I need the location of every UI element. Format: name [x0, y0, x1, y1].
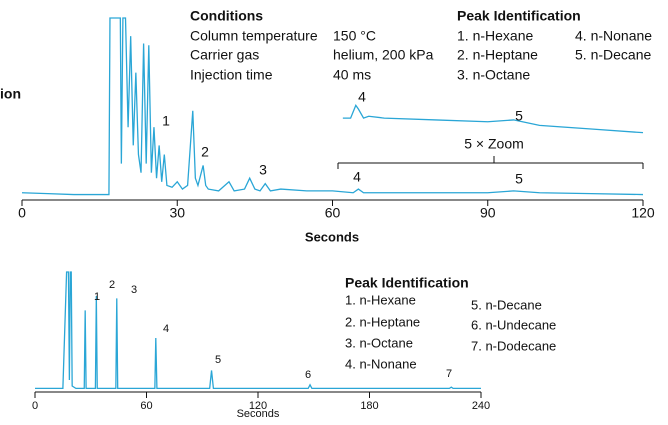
trace: [342, 104, 644, 134]
peak-id-item: 1. n-Hexane: [345, 292, 416, 307]
zoom-label: 5 × Zoom: [464, 136, 524, 152]
peak-id-item: 6. n-Undecane: [471, 317, 556, 332]
condition-value: 150 °C: [333, 28, 376, 44]
cut-label: ion: [0, 86, 21, 102]
peak-label: 4: [163, 323, 169, 335]
peak-id-item: 5. n-Decane: [575, 47, 651, 63]
peak-label: 1: [162, 113, 170, 129]
peak-id-item: 2. n-Heptane: [457, 47, 538, 63]
peak-label: 3: [131, 284, 137, 296]
condition-name: Injection time: [190, 67, 273, 83]
peak-id-item: 2. n-Heptane: [345, 314, 420, 329]
peak-id-title: Peak Identification: [457, 8, 581, 24]
peak-id-title: Peak Identification: [345, 275, 469, 291]
peak-label: 4: [358, 89, 366, 105]
x-tick-label: 60: [325, 205, 341, 221]
x-tick-label: 180: [360, 400, 378, 412]
peak-label: 7: [446, 368, 452, 380]
condition-name: Carrier gas: [190, 47, 259, 63]
peak-id-item: 4. n-Nonane: [575, 28, 652, 44]
x-tick-label: 0: [18, 205, 26, 221]
peak-label: 2: [201, 144, 209, 160]
peak-label: 3: [259, 162, 267, 178]
x-tick-label: 90: [480, 205, 496, 221]
conditions-title: Conditions: [190, 8, 263, 24]
trace: [35, 271, 481, 390]
x-tick-label: 120: [631, 205, 655, 221]
peak-label: 5: [515, 108, 523, 124]
peak-label: 5: [215, 354, 221, 366]
condition-value: 40 ms: [333, 67, 371, 83]
zoom-bracket: [337, 156, 644, 169]
peak-label: 2: [109, 279, 115, 291]
condition-value: helium, 200 kPa: [333, 47, 434, 63]
x-tick-label: 0: [32, 400, 38, 412]
peak-id-item: 3. n-Octane: [345, 335, 413, 350]
peak-id-item: 4. n-Nonane: [345, 356, 417, 371]
peak-label: 6: [305, 369, 311, 381]
condition-name: Column temperature: [190, 28, 318, 44]
peak-id-item: 5. n-Decane: [471, 297, 542, 312]
x-tick-label: 120: [249, 400, 267, 412]
trace: [21, 17, 644, 196]
peak-label: 5: [515, 171, 523, 187]
x-tick-label: 60: [140, 400, 152, 412]
x-axis-label: Seconds: [305, 229, 359, 244]
peak-label: 1: [94, 291, 100, 303]
x-axis-label: Seconds: [237, 408, 280, 420]
peak-id-item: 1. n-Hexane: [457, 28, 533, 44]
x-tick-label: 30: [169, 205, 185, 221]
peak-id-item: 3. n-Octane: [457, 67, 530, 83]
peak-label: 4: [353, 169, 361, 185]
peak-id-item: 7. n-Dodecane: [471, 338, 556, 353]
x-tick-label: 240: [472, 400, 490, 412]
